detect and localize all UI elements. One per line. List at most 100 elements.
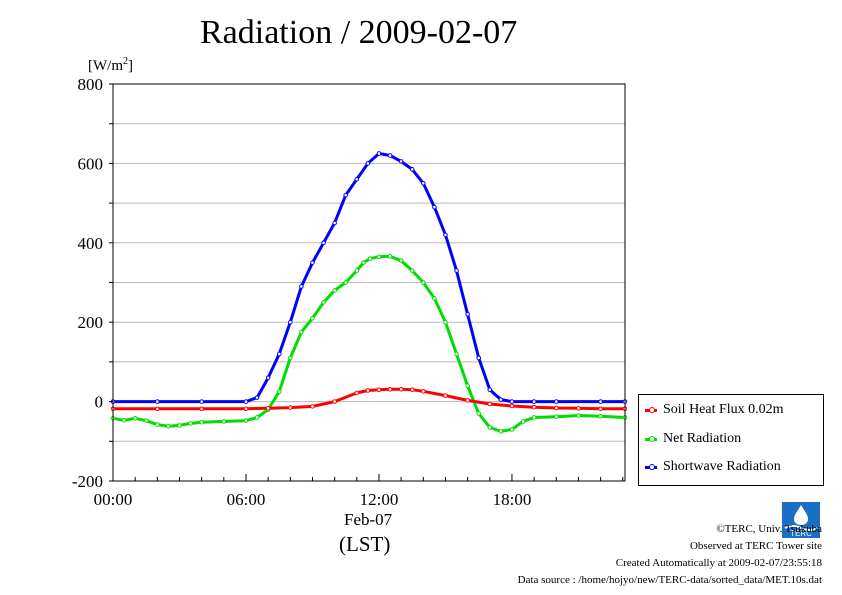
data-point [398,159,404,164]
data-point [598,413,603,419]
x-axis-date-label: Feb-07 [344,510,393,529]
credit-created: Created Automatically at 2009-02-07/23:5… [615,557,822,569]
data-point [409,387,415,392]
data-point [155,406,160,412]
credit-source: Data source : /home/hojyo/new/TERC-data/… [517,574,822,586]
data-point [155,399,160,404]
data-point [166,423,171,429]
data-point [553,405,559,411]
data-point [598,399,603,404]
data-point [531,399,537,404]
data-point [243,418,249,423]
y-tick-label: 400 [78,234,104,253]
x-tick-label: 12:00 [360,490,399,509]
data-point [387,153,393,158]
data-point [454,351,459,357]
data-point [432,296,437,301]
legend-item-net-radiation: Net Radiation [645,428,741,450]
data-point [121,417,127,423]
data-point [265,406,271,411]
data-point [143,418,149,423]
legend-label-shortwave-radiation: Shortwave Radiation [663,459,781,474]
data-point [199,399,204,404]
data-point [454,268,459,273]
data-point [199,419,204,425]
data-point [465,398,470,403]
legend-swatch-shortwave-radiation [645,463,657,470]
legend-label-soil-heat-flux: Soil Heat Flux 0.02m [663,402,784,417]
data-point [321,240,326,246]
data-point [155,422,160,427]
y-unit-text: [W/m [88,58,123,74]
x-axis-timezone-label: (LST) [339,532,391,556]
data-point [361,260,366,265]
data-point [576,406,581,411]
data-point [243,399,249,404]
x-tick-label: 00:00 [94,490,133,509]
data-point [343,280,349,285]
y-tick-label: 600 [78,154,104,173]
data-point [421,388,426,394]
data-point [332,220,337,226]
data-point [487,425,493,430]
data-point [321,300,326,305]
chart-series [110,151,628,434]
data-point [498,429,504,434]
y-tick-label: 200 [78,313,104,332]
data-point [354,390,360,396]
terc-logo-icon: TERC [782,502,820,538]
data-point [409,268,415,273]
data-point [509,399,515,404]
legend-swatch-soil-heat-flux [645,406,657,413]
data-point [199,406,204,412]
data-point [498,397,504,402]
data-point [299,329,304,335]
data-point [177,423,182,428]
legend-item-shortwave-radiation: Shortwave Radiation [645,456,781,478]
data-point [443,232,448,238]
data-point [465,383,470,389]
data-point [332,399,337,404]
data-point [343,192,349,198]
data-point [553,399,559,404]
data-point [476,411,482,416]
data-point [432,204,437,210]
data-point [487,387,493,392]
data-point [398,386,404,392]
data-point [254,395,260,400]
y-tick-label: 0 [95,393,104,412]
data-point [376,254,382,259]
data-point [387,386,393,392]
chart-grid [113,123,625,442]
data-point [509,403,515,409]
data-point [409,167,415,172]
data-point [299,284,304,289]
data-point [509,427,515,432]
y-unit-close: ] [128,58,133,74]
data-point [188,421,193,426]
data-point [265,375,271,381]
data-point [531,415,537,420]
series-line-0 [113,387,625,411]
chart-axes: -200 0 200 400 600 800 00:00 06:00 12:00 18:00 [72,75,624,509]
data-point [421,280,426,285]
data-point [276,351,282,357]
data-point [354,268,360,273]
data-point [243,406,249,412]
data-point [398,258,404,263]
logo-text: TERC [790,529,812,538]
data-point [443,393,448,398]
data-point [254,415,260,420]
data-point [288,355,293,361]
data-point [421,180,426,186]
data-point [376,387,382,392]
data-point [487,401,493,407]
legend-swatch-net-radiation [645,435,657,442]
x-tick-label: 06:00 [227,490,266,509]
data-point [598,406,603,412]
data-point [365,161,371,166]
data-point [276,389,282,394]
data-point [132,415,138,421]
chart-title: Radiation / 2009-02-07 [200,14,518,51]
